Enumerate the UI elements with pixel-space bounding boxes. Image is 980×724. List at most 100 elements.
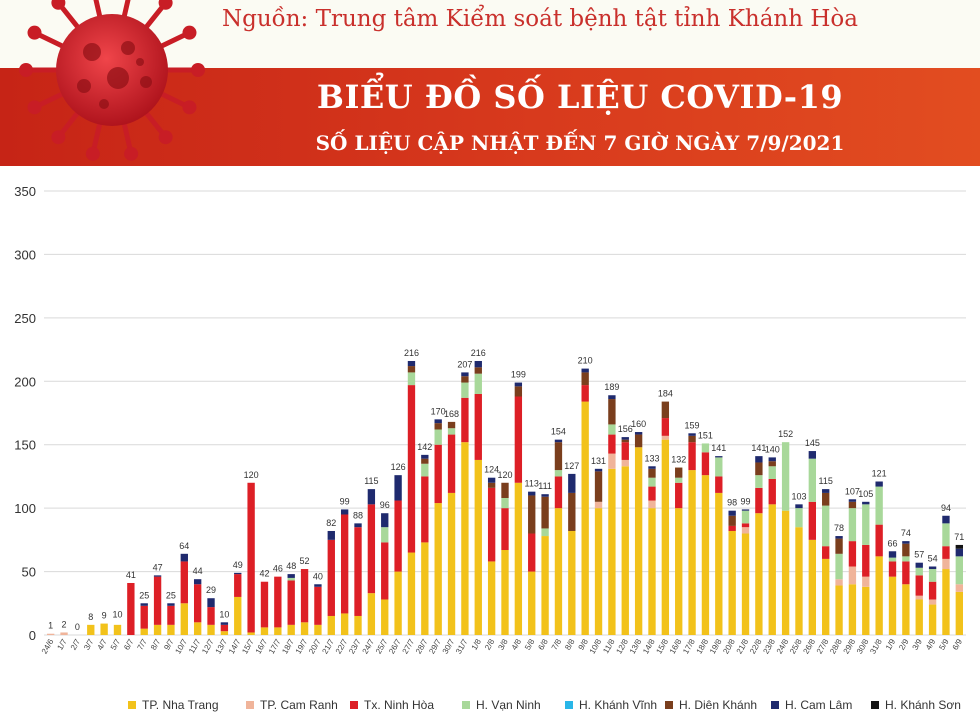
data-label: 82 [326, 518, 336, 528]
bar-segment [220, 624, 229, 632]
x-tick-label: 28/7 [414, 637, 430, 655]
bar-segment [140, 628, 148, 635]
bar-segment [621, 442, 629, 460]
x-tick-label: 8/8 [563, 637, 577, 652]
bar-segment [541, 528, 549, 537]
bar-segment [407, 360, 416, 367]
bar-segment [127, 582, 135, 635]
bar-segment [581, 368, 589, 373]
bar-segment [915, 595, 923, 600]
bar-segment [367, 593, 376, 635]
bar-segment [661, 435, 670, 440]
bar-segment [140, 603, 148, 606]
bar-segment [501, 508, 509, 551]
bar-segment [47, 633, 55, 635]
x-tick-label: 25/8 [788, 637, 804, 655]
data-label: 141 [711, 443, 726, 453]
bar-segment [701, 443, 710, 453]
bar-segment [675, 467, 683, 478]
bar-segment [514, 386, 523, 397]
bar-segment [902, 543, 910, 557]
bar-segment [367, 504, 376, 594]
bar-segment [287, 624, 295, 635]
covid-chart: 050100150200250300350124/621/702/783/794… [14, 184, 966, 655]
data-label: 121 [872, 469, 887, 479]
bar-segment [113, 624, 122, 635]
bar-segment [594, 508, 603, 635]
bar-segment [955, 591, 963, 635]
bar-segment [594, 501, 603, 509]
data-label: 47 [153, 562, 163, 572]
data-label: 10 [219, 609, 229, 619]
y-tick-label: 150 [14, 438, 36, 453]
data-label: 99 [741, 496, 751, 506]
x-tick-label: 24/6 [40, 637, 56, 655]
bar-segment [634, 434, 643, 448]
bar-segment [608, 453, 616, 469]
bar-segment [608, 395, 616, 400]
bar-segment [474, 459, 482, 635]
bar-segment [461, 442, 469, 635]
x-tick-label: 22/8 [748, 637, 764, 655]
bar-segment [888, 576, 897, 635]
bar-segment [928, 604, 937, 635]
bar-segment [514, 396, 523, 483]
data-label: 44 [193, 566, 203, 576]
bar-segment [487, 561, 496, 635]
page-title: BIỂU ĐỒ SỐ LIỆU COVID-19 [316, 78, 844, 116]
bar-segment [621, 439, 629, 443]
legend-item: H. Khánh Vĩnh [565, 694, 665, 716]
data-label: 52 [300, 556, 310, 566]
data-label: 216 [404, 348, 419, 358]
legend-item: H. Khánh Sơn [871, 694, 968, 716]
data-label: 141 [751, 443, 766, 453]
bar-segment [461, 376, 469, 383]
legend-swatch [771, 701, 779, 709]
bar-segment [835, 536, 843, 539]
bar-segment [634, 447, 643, 635]
legend-swatch [350, 701, 358, 709]
legend-item: Tx. Ninh Hòa [350, 694, 462, 716]
bar-segment [822, 492, 830, 506]
legend-label: Tx. Ninh Hòa [364, 698, 435, 712]
bar-segment [568, 473, 576, 493]
bar-segment [955, 548, 963, 557]
bar-segment [875, 486, 883, 525]
bar-segment [514, 382, 523, 387]
bar-segment [100, 623, 108, 635]
x-tick-label: 25/7 [374, 637, 390, 655]
data-label: 199 [511, 370, 526, 380]
bar-segment [648, 508, 656, 635]
legend-swatch [128, 701, 136, 709]
x-tick-label: 30/7 [441, 637, 457, 655]
data-label: 99 [340, 496, 350, 506]
bar-segment [835, 538, 843, 554]
bar-segment [528, 571, 536, 635]
bar-segment [554, 508, 563, 635]
bar-segment [153, 624, 162, 635]
x-tick-label: 7/7 [136, 637, 150, 652]
data-label: 126 [391, 462, 406, 472]
data-label: 107 [845, 486, 860, 496]
data-label: 189 [604, 382, 619, 392]
bar-segment [848, 584, 857, 635]
bar-segment [822, 546, 830, 559]
bar-segment [675, 482, 683, 509]
bar-segment [955, 556, 963, 585]
bar-segment [822, 505, 830, 547]
bar-segment [621, 437, 629, 440]
x-tick-label: 23/8 [761, 637, 777, 655]
x-tick-label: 1/7 [55, 637, 69, 652]
x-tick-label: 10/8 [588, 637, 604, 655]
x-tick-label: 21/7 [320, 637, 336, 655]
bar-segment [394, 571, 402, 635]
legend-item: H. Cam Lâm [771, 694, 871, 716]
bar-segment [728, 530, 736, 635]
bar-segment [955, 584, 963, 592]
bar-segment [407, 372, 416, 386]
bar-segment [942, 515, 950, 524]
x-tick-label: 15/7 [240, 637, 256, 655]
x-tick-label: 4/8 [510, 637, 524, 652]
x-tick-label: 22/7 [334, 637, 350, 655]
legend-item: H. Diên Khánh [665, 694, 771, 716]
